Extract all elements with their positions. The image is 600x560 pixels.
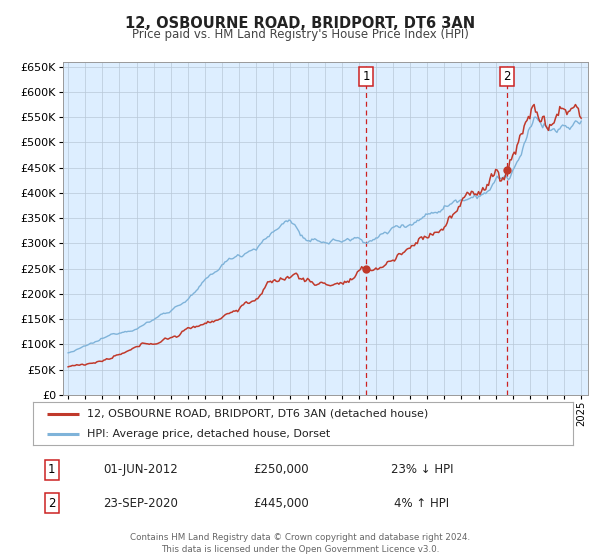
Text: £250,000: £250,000: [254, 463, 309, 476]
Text: 12, OSBOURNE ROAD, BRIDPORT, DT6 3AN (detached house): 12, OSBOURNE ROAD, BRIDPORT, DT6 3AN (de…: [87, 409, 428, 419]
Text: HPI: Average price, detached house, Dorset: HPI: Average price, detached house, Dors…: [87, 429, 330, 439]
Text: 23-SEP-2020: 23-SEP-2020: [104, 497, 178, 510]
Text: Contains HM Land Registry data © Crown copyright and database right 2024.: Contains HM Land Registry data © Crown c…: [130, 533, 470, 542]
Text: 23% ↓ HPI: 23% ↓ HPI: [391, 463, 453, 476]
Text: 1: 1: [48, 463, 56, 476]
Text: 01-JUN-2012: 01-JUN-2012: [104, 463, 178, 476]
Text: 2: 2: [503, 70, 511, 83]
Text: This data is licensed under the Open Government Licence v3.0.: This data is licensed under the Open Gov…: [161, 545, 439, 554]
Text: 4% ↑ HPI: 4% ↑ HPI: [394, 497, 449, 510]
Text: 2: 2: [48, 497, 56, 510]
Text: Price paid vs. HM Land Registry's House Price Index (HPI): Price paid vs. HM Land Registry's House …: [131, 28, 469, 41]
Text: £445,000: £445,000: [254, 497, 309, 510]
Text: 12, OSBOURNE ROAD, BRIDPORT, DT6 3AN: 12, OSBOURNE ROAD, BRIDPORT, DT6 3AN: [125, 16, 475, 31]
Text: 1: 1: [362, 70, 370, 83]
